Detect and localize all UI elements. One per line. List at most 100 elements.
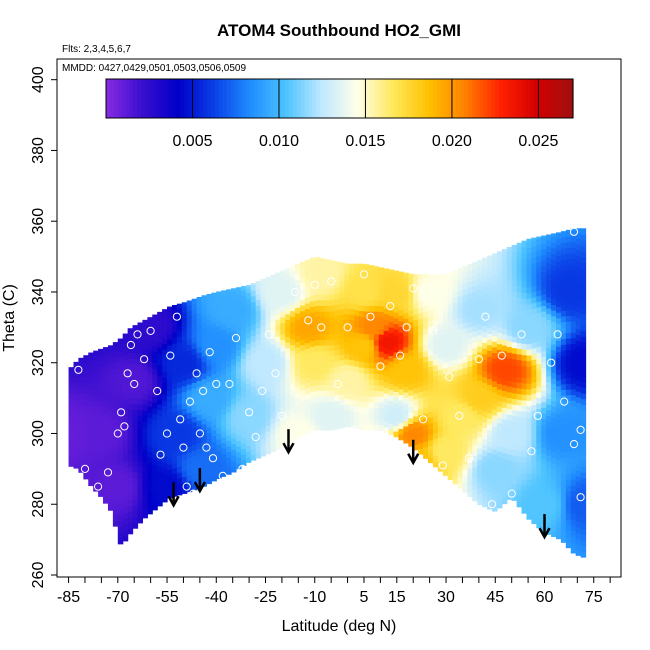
field-cell [408, 293, 414, 300]
field-cell [452, 393, 459, 400]
field-cell [442, 328, 449, 335]
field-cell [117, 515, 124, 522]
field-cell [181, 312, 188, 319]
field-cell [423, 305, 429, 312]
field-cell [487, 305, 493, 312]
field-cell [575, 379, 582, 387]
field-cell [167, 435, 173, 442]
field-cell [506, 323, 513, 331]
field-cell [349, 285, 355, 293]
field-cell [314, 379, 321, 386]
field-cell [245, 285, 252, 288]
field-cell [408, 349, 414, 357]
sample-point [553, 330, 562, 339]
field-cell [423, 282, 429, 290]
field-cell [570, 417, 577, 424]
x-tick-label: 5 [360, 589, 369, 606]
field-cell [496, 281, 503, 288]
field-cell [122, 529, 129, 536]
field-cell [285, 308, 291, 315]
field-cell [324, 271, 331, 278]
field-cell [171, 479, 178, 486]
field-cell [516, 455, 523, 463]
field-cell [383, 358, 390, 366]
field-cell [250, 397, 257, 405]
field-cell [167, 367, 173, 374]
field-cell [477, 374, 483, 381]
field-cell [211, 452, 217, 459]
sample-point [507, 489, 516, 498]
field-cell [546, 324, 552, 332]
field-cell [142, 461, 148, 468]
field-cell [344, 420, 350, 428]
field-cell [531, 444, 537, 451]
field-cell [88, 417, 94, 424]
field-cell [575, 413, 582, 420]
field-cell [378, 288, 385, 296]
field-cell [531, 245, 537, 253]
field-cell [122, 333, 129, 338]
field-cell [245, 411, 252, 418]
field-cell [462, 282, 468, 290]
field-cell [112, 435, 119, 442]
field-cell [176, 477, 183, 485]
sample-point [205, 348, 214, 357]
field-cell [526, 332, 532, 339]
field-cell [260, 450, 267, 457]
field-cell [531, 415, 537, 423]
field-cell [398, 354, 404, 362]
field-cell [295, 324, 301, 331]
field-cell [565, 490, 572, 498]
field-cell [216, 444, 222, 451]
field-cell [103, 446, 109, 453]
field-cell [176, 313, 183, 320]
field-cell [546, 358, 552, 366]
field-cell [245, 309, 252, 316]
colorbar-cell [281, 79, 286, 118]
field-cell [432, 421, 439, 428]
field-cell [98, 400, 104, 407]
field-cell [309, 261, 316, 268]
field-cell [378, 368, 385, 375]
field-cell [531, 449, 537, 457]
field-cell [521, 473, 528, 480]
field-cell [157, 318, 163, 326]
x-tick-label: -55 [155, 589, 178, 606]
field-cell [339, 393, 345, 400]
field-cell [516, 484, 523, 491]
colorbar-cell [456, 79, 461, 118]
field-cell [235, 378, 242, 385]
field-cell [403, 425, 409, 433]
field-cell [78, 449, 84, 456]
field-cell [107, 391, 114, 398]
field-cell [93, 383, 99, 390]
field-cell [157, 352, 163, 360]
field-cell [132, 426, 139, 433]
field-cell [472, 427, 478, 434]
field-cell [580, 455, 587, 462]
field-cell [546, 398, 552, 405]
field-cell [560, 513, 567, 521]
field-cell [432, 279, 439, 287]
field-cell [339, 359, 345, 366]
field-cell [570, 303, 577, 311]
x-tick-label: 60 [536, 589, 554, 606]
field-cell [265, 300, 272, 308]
field-cell [560, 451, 567, 458]
field-cell [521, 428, 528, 435]
field-cell [147, 502, 153, 509]
colorbar-cell [397, 79, 403, 118]
field-cell [162, 433, 168, 441]
field-cell [363, 373, 370, 380]
field-cell [275, 409, 281, 417]
field-cell [167, 429, 173, 437]
field-cell [344, 268, 350, 275]
field-cell [368, 271, 375, 278]
field-cell [117, 436, 124, 443]
field-cell [250, 324, 257, 331]
colorbar-cell [545, 79, 551, 118]
field-cell [423, 299, 429, 307]
field-cell [565, 281, 572, 288]
field-cell [555, 425, 562, 432]
field-cell [580, 540, 587, 547]
